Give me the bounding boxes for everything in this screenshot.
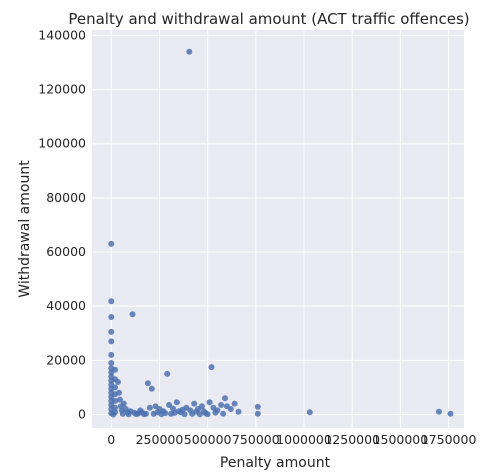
data-point	[435, 408, 442, 415]
x-tick-label: 1000000	[276, 432, 332, 447]
data-point	[158, 411, 165, 418]
x-tick-label: 1500000	[373, 432, 429, 447]
data-point	[235, 408, 242, 415]
data-point	[110, 411, 117, 418]
data-point	[144, 380, 151, 387]
y-tick-label: 140000	[38, 27, 86, 42]
data-point	[108, 298, 115, 305]
x-tick-label: 1250000	[324, 432, 380, 447]
data-point	[116, 389, 122, 396]
x-tick-label: 250000	[136, 432, 184, 447]
data-point	[168, 410, 174, 417]
data-point	[115, 379, 121, 385]
data-point	[222, 395, 228, 402]
data-point	[112, 397, 119, 404]
y-tick-labels: 0 20000 40000 60000 80000 100000 120000 140000	[38, 27, 86, 421]
data-point	[212, 409, 219, 416]
data-point	[220, 410, 227, 417]
y-tick-label: 20000	[46, 352, 86, 367]
data-point	[137, 407, 144, 414]
data-point	[120, 400, 127, 407]
data-point	[166, 402, 173, 408]
data-point	[108, 240, 115, 247]
data-point	[133, 411, 140, 418]
x-tick-labels: 0 250000 500000 750000100000012500001500000…	[107, 432, 476, 447]
data-point	[112, 404, 119, 411]
data-point	[116, 396, 123, 403]
data-point	[129, 311, 136, 318]
data-point	[306, 409, 313, 416]
data-point	[254, 403, 261, 410]
data-point	[218, 402, 225, 408]
data-point	[189, 410, 196, 417]
y-tick-label: 40000	[46, 298, 86, 313]
data-point	[447, 410, 454, 417]
plot-area	[92, 30, 464, 428]
data-point	[231, 400, 238, 407]
data-point	[204, 411, 211, 418]
data-point	[119, 410, 126, 417]
data-point	[150, 410, 157, 417]
x-tick-label: 750000	[232, 432, 280, 447]
chart-title: Penalty and withdrawal amount (ACT traff…	[68, 10, 469, 28]
data-point	[108, 338, 115, 345]
data-point	[125, 411, 132, 418]
data-point	[108, 314, 115, 320]
data-point	[186, 48, 193, 55]
data-point	[108, 360, 115, 366]
x-axis-label: Penalty amount	[220, 455, 331, 471]
y-tick-label: 0	[78, 406, 86, 421]
data-point	[206, 399, 213, 406]
x-tick-label: 0	[107, 432, 115, 447]
data-point	[227, 406, 234, 412]
y-axis-label: Withdrawal amount	[17, 160, 33, 298]
data-point	[112, 366, 119, 373]
data-point	[148, 385, 155, 392]
data-point	[164, 370, 171, 377]
data-point	[198, 403, 205, 410]
data-point	[146, 404, 153, 411]
y-tick-label: 100000	[38, 136, 86, 151]
data-point	[173, 399, 180, 406]
data-points	[108, 48, 454, 418]
x-tick-label: 500000	[184, 432, 232, 447]
y-tick-label: 80000	[46, 190, 86, 205]
data-point	[108, 328, 115, 335]
y-tick-label: 60000	[46, 244, 86, 259]
x-tick-label: 1750000	[421, 432, 477, 447]
data-point	[108, 351, 115, 358]
data-point	[254, 410, 261, 417]
data-point	[112, 384, 119, 391]
data-point	[208, 364, 215, 371]
y-tick-label: 120000	[38, 82, 86, 97]
data-point	[141, 411, 147, 418]
data-point	[191, 400, 198, 407]
data-point	[181, 411, 188, 418]
data-point	[196, 411, 203, 418]
